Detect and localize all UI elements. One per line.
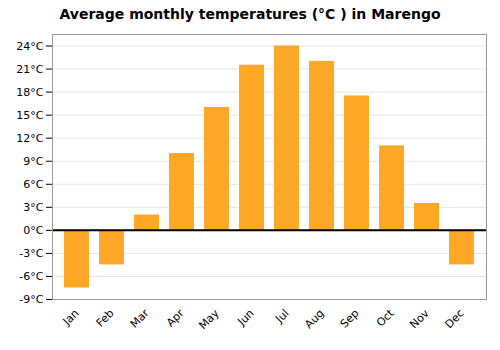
svg-text:Jan: Jan — [60, 307, 82, 329]
svg-text:Mar: Mar — [128, 306, 152, 330]
svg-text:9°C: 9°C — [23, 155, 43, 168]
svg-text:Sep: Sep — [338, 307, 362, 331]
svg-text:-6°C: -6°C — [19, 270, 43, 283]
svg-text:-9°C: -9°C — [19, 293, 43, 306]
svg-text:15°C: 15°C — [16, 109, 43, 122]
svg-text:Oct: Oct — [374, 306, 397, 329]
svg-text:6°C: 6°C — [23, 178, 43, 191]
svg-text:21°C: 21°C — [16, 63, 43, 76]
html-text:Average monthly temperatures (: Average monthly temperatures (°C ) in Ma… — [59, 6, 441, 22]
svg-text:Jul: Jul — [272, 307, 291, 326]
svg-text:Jun: Jun — [235, 307, 257, 329]
svg-text:-3°C: -3°C — [19, 247, 43, 260]
svg-text:0°C: 0°C — [23, 224, 43, 237]
svg-text:3°C: 3°C — [23, 201, 43, 214]
svg-text:Nov: Nov — [407, 306, 432, 331]
svg-text:Aug: Aug — [302, 307, 326, 331]
svg-text:May: May — [196, 306, 222, 332]
svg-text:18°C: 18°C — [16, 86, 43, 99]
svg-text:24°C: 24°C — [16, 40, 43, 53]
svg-text:Apr: Apr — [164, 306, 187, 329]
svg-text:Feb: Feb — [94, 307, 117, 330]
svg-text:12°C: 12°C — [16, 132, 43, 145]
svg-text:Dec: Dec — [442, 307, 466, 331]
